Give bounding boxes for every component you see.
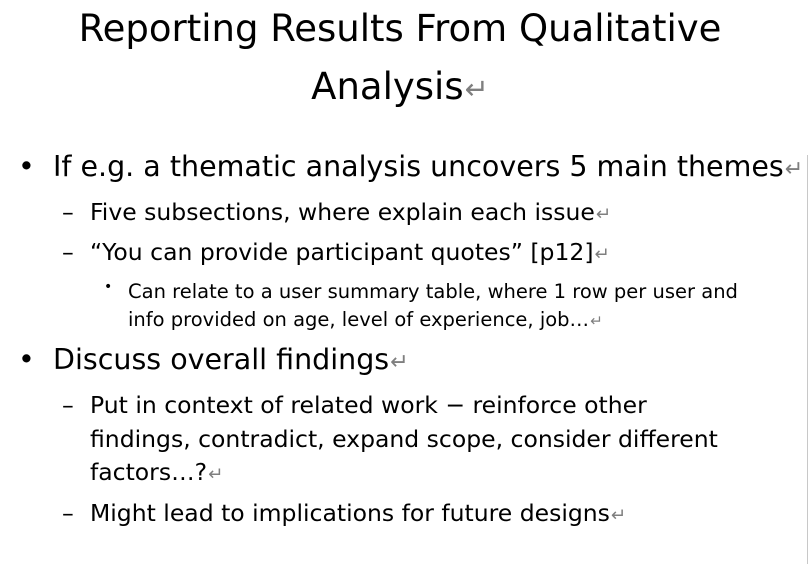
sub-bullet-1-1: Five subsections, where explain each iss… [90,198,611,226]
title-line-1: Reporting Results From Qualitative [78,7,722,50]
subsub-line-2: info provided on age, level of experienc… [128,308,603,331]
title-line-2-text: Analysis [311,65,464,108]
paragraph-mark-icon: ↵ [595,204,612,225]
sub-1-2-marker: – [62,238,74,266]
subsub-line-2-text: info provided on age, level of experienc… [128,308,590,331]
sub-bullet-1-2: “You can provide participant quotes” [p1… [90,238,610,266]
bullet-2-text: Discuss overall findings [53,343,390,376]
sub-2-2-text: Might lead to implications for future de… [90,499,610,527]
sub-2-1-line-1: Put in context of related work − reinfor… [90,391,647,419]
paragraph-mark-icon: ↵ [610,505,627,526]
sub-2-1-line-3-text: factors…? [90,458,208,486]
sub-1-2-text: “You can provide participant quotes” [p1… [90,238,594,266]
subsub-marker: • [104,279,113,295]
sub-2-1-marker: – [62,391,74,419]
slide-title: Reporting Results From Qualitative Analy… [0,0,800,118]
sub-1-1-text: Five subsections, where explain each iss… [90,198,595,226]
paragraph-mark-icon: ↵ [208,464,224,485]
subsub-line-1: Can relate to a user summary table, wher… [128,280,738,303]
paragraph-mark-icon: ↵ [594,244,610,265]
sub-2-2-marker: – [62,499,74,527]
paragraph-mark-icon: ↵ [784,156,804,182]
paragraph-mark-icon: ↵ [590,312,603,330]
bullet-1-text: If e.g. a thematic analysis uncovers 5 m… [53,150,784,183]
bullet-2: Discuss overall findings↵ [53,343,409,376]
sub-2-1-line-3: factors…?↵ [90,458,223,486]
sub-bullet-2-2: Might lead to implications for future de… [90,499,626,527]
title-line-2: Analysis↵ [0,58,800,118]
sub-2-1-line-2: findings, contradict, expand scope, cons… [90,425,718,453]
bullet-2-marker: • [18,343,35,376]
paragraph-mark-icon: ↵ [464,72,489,106]
bullet-1: If e.g. a thematic analysis uncovers 5 m… [53,150,803,183]
paragraph-mark-icon: ↵ [390,349,409,375]
bullet-1-marker: • [18,150,35,183]
sub-1-1-marker: – [62,198,74,226]
